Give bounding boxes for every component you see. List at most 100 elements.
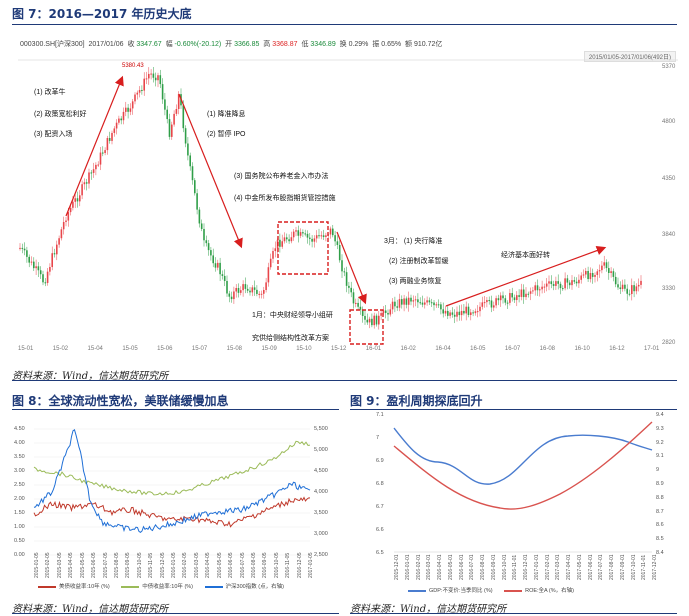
candle-body <box>311 238 313 242</box>
candle-body <box>28 256 30 263</box>
candle-body <box>286 237 288 240</box>
candle-body <box>405 298 408 305</box>
high-value: 3368.87 <box>272 41 298 48</box>
fig8-panel: 4.50 4.00 3.50 3.00 2.50 2.00 1.50 1.00 0.50 0.00… <box>12 412 339 598</box>
fig9-title: 图 9：盈利周期探底回升 <box>350 394 483 408</box>
candle-body <box>458 311 461 316</box>
candle-body <box>175 108 178 114</box>
note-e3: (3) 两融业务恢复 <box>389 278 442 285</box>
candle-body <box>223 275 226 281</box>
fig8-legend: 美债收益率:10年 (%) 中债收益率:10年 (%) 沪深300指数 (点，右… <box>38 582 294 590</box>
roe-swatch <box>504 589 523 592</box>
candle-body <box>251 287 254 293</box>
candle-body <box>336 241 339 245</box>
date-tick-17: 2016-05-05 <box>216 552 223 578</box>
candle-body <box>467 306 470 315</box>
candle-body <box>633 285 635 292</box>
cn10y-line <box>33 440 311 496</box>
gdp-swatch <box>408 589 426 592</box>
legend-gdp: GDP:不变价:当季同比 (%) <box>408 588 493 594</box>
candle-body <box>575 281 578 284</box>
date-tick-5: 2015-05-05 <box>79 552 86 578</box>
left-tick-6: 2.00 <box>14 496 25 502</box>
candle-body <box>226 280 228 294</box>
candle-body <box>203 228 205 241</box>
candle-body <box>506 302 509 304</box>
candle-body <box>456 311 458 317</box>
csi300-line <box>33 429 311 534</box>
candle-body <box>129 108 132 112</box>
candle-body <box>246 288 249 291</box>
candle-body <box>127 107 129 112</box>
date-tick-22: 2017-09-01 <box>619 554 626 580</box>
candle-body <box>74 198 76 202</box>
right-tick-8: 8.7 <box>656 508 664 515</box>
candle-body <box>345 272 348 286</box>
candle-body <box>612 271 615 277</box>
date-range-box[interactable]: 2015/01/05-2017/01/06(492日) <box>583 51 676 62</box>
candle-body <box>306 233 309 238</box>
candle-body <box>564 278 566 289</box>
y-tick-5: 3330 <box>662 286 676 292</box>
candle-body <box>412 300 415 302</box>
left-tick-2: 7 <box>376 435 380 441</box>
fig9-title-rule <box>350 409 677 410</box>
date-tick-12: 2016-11-01 <box>512 554 519 580</box>
candle-body <box>184 128 187 144</box>
candle-body <box>578 279 580 284</box>
candle-body <box>334 235 336 242</box>
note-c1: (3) 国务院公布养老金入市办法 <box>234 173 329 180</box>
candle-body <box>449 312 451 316</box>
right-tick-7: 8.8 <box>656 494 664 501</box>
candle-body <box>343 271 346 273</box>
candle-body <box>118 118 120 123</box>
note-a3: (3) 配资入场 <box>34 131 73 138</box>
candle-body <box>99 152 102 165</box>
date-tick-18: 2016-06-05 <box>228 552 235 578</box>
candle-body <box>601 265 603 271</box>
candle-body <box>511 293 513 298</box>
candle-body <box>120 118 122 121</box>
annotation-group <box>65 75 607 345</box>
candle-body <box>621 284 624 290</box>
candle-body <box>19 247 21 249</box>
us10y-line <box>33 496 311 528</box>
candle-body <box>582 274 585 276</box>
candle-body <box>543 286 546 288</box>
fig7-title-rule <box>12 24 677 25</box>
date-tick-20: 2016-08-05 <box>250 552 257 578</box>
date-tick-3: 2015-03-05 <box>56 552 63 578</box>
candle-body <box>90 172 93 174</box>
candle-body <box>534 285 536 291</box>
x-tick-3: 15-04 <box>87 346 103 352</box>
x-tick-6: 15-07 <box>191 346 208 352</box>
candle-body <box>288 239 290 242</box>
candle-body <box>476 311 479 313</box>
candle-body <box>355 302 357 304</box>
ticker-info-bar: 000300.SH[沪深300] 2017/01/06 收 3347.67 幅 … <box>20 39 442 49</box>
candle-body <box>198 209 201 224</box>
candle-body <box>444 310 447 314</box>
candle-body <box>522 289 525 298</box>
date-tick-21: 2017-08-01 <box>609 554 615 580</box>
candle-body <box>53 253 56 255</box>
candle-body <box>571 280 573 286</box>
candle-body <box>371 318 373 326</box>
candle-body <box>125 107 127 112</box>
candle-body <box>573 280 576 282</box>
candle-body <box>196 193 198 210</box>
date-tick-7: 2015-07-05 <box>102 552 109 578</box>
candle-body <box>391 301 394 310</box>
fig8-source-rule <box>12 613 339 614</box>
candle-body <box>394 301 396 307</box>
note-e2: (2) 注册制改革暂缓 <box>389 258 449 265</box>
candle-body <box>591 273 594 277</box>
candle-body <box>207 243 210 251</box>
date-tick-15: 2017-02-01 <box>544 554 551 580</box>
candle-body <box>58 238 60 245</box>
candle-body <box>274 248 277 252</box>
rise-arrow <box>65 75 124 217</box>
date-tick-9: 2016-08-01 <box>480 554 486 580</box>
consolidation-box <box>277 221 329 275</box>
candle-body <box>426 300 428 303</box>
